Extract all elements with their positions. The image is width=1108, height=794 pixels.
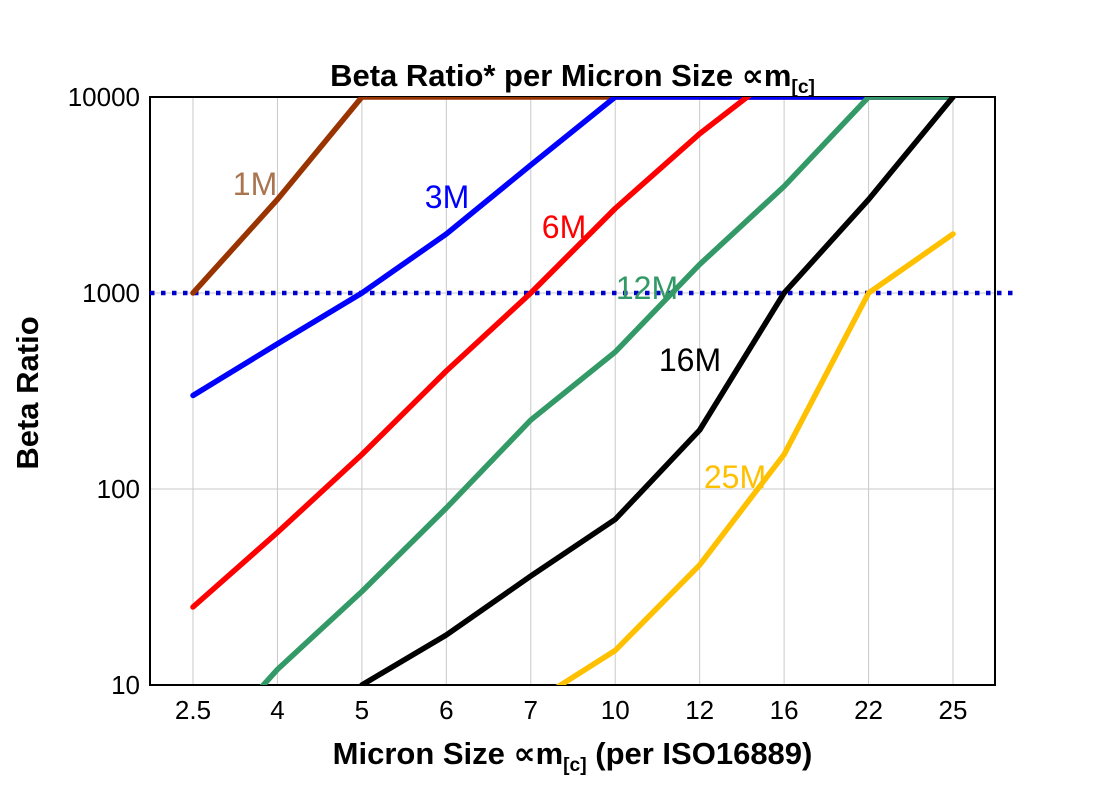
series-label-25M: 25M [703, 459, 767, 495]
x-tick-6: 6 [439, 695, 454, 725]
x-tick-4: 4 [270, 695, 285, 725]
series-line-16M [359, 97, 956, 685]
x-tick-22: 22 [854, 695, 883, 725]
x-tick-25: 25 [938, 695, 968, 725]
x-tick-12: 12 [685, 695, 715, 725]
series-label-16M: 16M [658, 342, 722, 378]
x-tick-5: 5 [354, 695, 370, 725]
y-tick-10000: 10000 [67, 82, 140, 112]
series-line-1M [190, 97, 956, 296]
y-tick-100: 100 [96, 474, 140, 504]
x-axis-title-subscript: [c] [563, 755, 587, 777]
series-label-12M: 12M [615, 270, 679, 306]
y-tick-10: 10 [111, 670, 140, 700]
series-label-1M: 1M [232, 166, 278, 202]
series-line-6M [190, 97, 752, 610]
x-tick-2.5: 2.5 [174, 695, 212, 725]
x-tick-16: 16 [769, 695, 799, 725]
series-label-6M: 6M [541, 209, 587, 245]
x-axis-title: Micron Size ∝m[c] (per ISO16889) [150, 736, 995, 777]
series-line-25M [555, 231, 956, 685]
x-tick-10: 10 [600, 695, 630, 725]
series-line-12M [259, 97, 956, 685]
y-tick-1000: 1000 [82, 278, 140, 308]
chart-title-text: Beta Ratio* per Micron Size ∝m [330, 58, 792, 93]
x-tick-7: 7 [523, 695, 538, 725]
series-line-3M [190, 97, 956, 399]
chart-title: Beta Ratio* per Micron Size ∝m[c] [150, 58, 995, 99]
chart-title-subscript: [c] [791, 77, 815, 99]
x-axis-title-suffix: (per ISO16889) [586, 736, 813, 771]
series-label-3M: 3M [424, 179, 470, 215]
x-axis-title-text: Micron Size ∝m [332, 736, 564, 771]
